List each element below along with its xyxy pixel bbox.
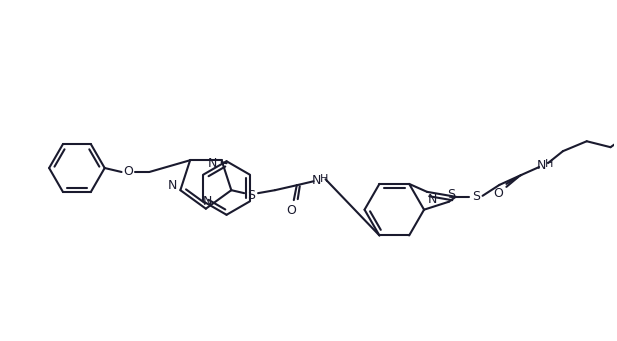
Text: N: N: [208, 157, 217, 170]
Text: H: H: [545, 159, 553, 169]
Text: N: N: [203, 195, 212, 208]
Text: S: S: [471, 190, 479, 203]
Text: S: S: [447, 188, 455, 201]
Text: N: N: [168, 179, 177, 192]
Text: O: O: [286, 204, 296, 217]
Text: O: O: [123, 165, 133, 178]
Text: S: S: [247, 189, 255, 202]
Text: H: H: [320, 174, 329, 184]
Text: N: N: [536, 159, 546, 172]
Text: N: N: [312, 174, 321, 187]
Text: O: O: [494, 187, 503, 200]
Text: N: N: [428, 193, 437, 206]
